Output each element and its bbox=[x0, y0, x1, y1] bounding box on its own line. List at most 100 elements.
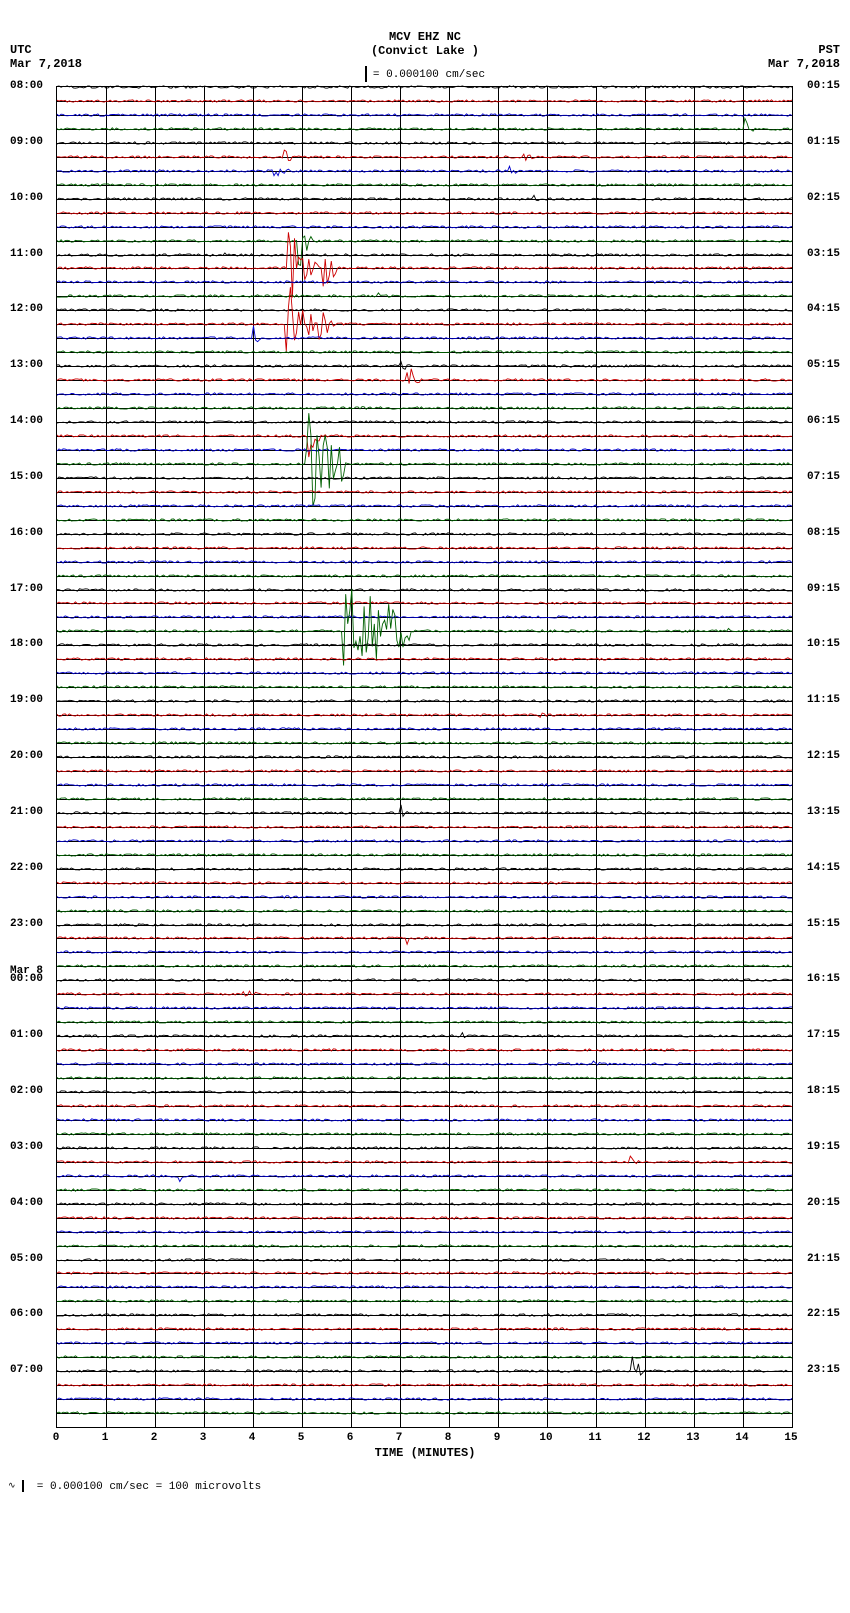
seismic-trace bbox=[57, 1218, 792, 1219]
utc-time-tick: 13:00 bbox=[10, 359, 43, 371]
pst-time-tick: 09:15 bbox=[807, 583, 840, 595]
seismic-trace bbox=[57, 338, 792, 339]
utc-time-tick: 12:00 bbox=[10, 303, 43, 315]
x-tick: 1 bbox=[102, 1432, 109, 1444]
seismic-trace bbox=[57, 743, 792, 744]
seismic-trace bbox=[57, 241, 792, 242]
x-tick: 15 bbox=[784, 1432, 797, 1444]
seismic-trace bbox=[57, 310, 792, 311]
seismic-trace bbox=[57, 115, 792, 116]
x-tick: 5 bbox=[298, 1432, 305, 1444]
seismic-trace bbox=[57, 925, 792, 926]
seismic-trace bbox=[57, 143, 792, 144]
seismic-trace bbox=[57, 506, 792, 507]
seismic-trace bbox=[57, 952, 792, 953]
seismic-trace bbox=[57, 464, 792, 465]
seismic-trace bbox=[57, 701, 792, 702]
x-tick: 9 bbox=[494, 1432, 501, 1444]
seismic-trace bbox=[57, 729, 792, 730]
seismic-trace bbox=[57, 980, 792, 981]
seismic-trace bbox=[57, 1064, 792, 1065]
pst-time-tick: 06:15 bbox=[807, 415, 840, 427]
seismic-trace bbox=[57, 799, 792, 800]
seismic-trace bbox=[57, 1385, 792, 1386]
pst-label: PST bbox=[818, 43, 840, 57]
seismic-trace bbox=[57, 617, 792, 618]
seismic-trace bbox=[57, 171, 792, 172]
seismic-trace bbox=[57, 324, 792, 325]
utc-date: Mar 7,2018 bbox=[10, 57, 82, 71]
utc-time-tick: 10:00 bbox=[10, 192, 43, 204]
x-tick: 13 bbox=[686, 1432, 699, 1444]
seismic-trace bbox=[57, 1315, 792, 1316]
scale-label: = 0.000100 cm/sec bbox=[0, 66, 850, 82]
seismic-trace bbox=[57, 129, 792, 130]
pst-time-tick: 13:15 bbox=[807, 806, 840, 818]
pst-time-tick: 03:15 bbox=[807, 248, 840, 260]
pst-time-tick: 05:15 bbox=[807, 359, 840, 371]
seismic-trace bbox=[57, 869, 792, 870]
pst-time-tick: 11:15 bbox=[807, 694, 840, 706]
seismic-trace bbox=[57, 1148, 792, 1149]
seismic-trace bbox=[57, 673, 792, 674]
seismic-trace bbox=[57, 520, 792, 521]
seismic-trace bbox=[57, 645, 792, 646]
utc-time-tick: 14:00 bbox=[10, 415, 43, 427]
x-tick: 10 bbox=[539, 1432, 552, 1444]
utc-time-tick: 23:00 bbox=[10, 918, 43, 930]
seismic-trace bbox=[57, 366, 792, 367]
seismic-trace bbox=[57, 185, 792, 186]
pst-time-tick: 10:15 bbox=[807, 638, 840, 650]
seismic-trace bbox=[57, 1329, 792, 1330]
seismic-trace bbox=[57, 1022, 792, 1023]
seismic-trace bbox=[57, 1371, 792, 1372]
x-tick: 12 bbox=[637, 1432, 650, 1444]
seismic-trace bbox=[57, 897, 792, 898]
seismic-trace bbox=[57, 492, 792, 493]
x-tick: 6 bbox=[347, 1432, 354, 1444]
seismic-trace bbox=[57, 1399, 792, 1400]
pst-time-tick: 18:15 bbox=[807, 1085, 840, 1097]
date-marker: Mar 8 bbox=[10, 965, 43, 977]
pst-date: Mar 7,2018 bbox=[768, 57, 840, 71]
station-title: MCV EHZ NC bbox=[0, 30, 850, 44]
seismic-trace bbox=[57, 1050, 792, 1051]
pst-time-tick: 02:15 bbox=[807, 192, 840, 204]
seismic-trace bbox=[57, 1260, 792, 1261]
seismic-trace bbox=[57, 576, 792, 577]
seismic-trace bbox=[57, 1301, 792, 1302]
seismogram-container: MCV EHZ NC (Convict Lake ) = 0.000100 cm… bbox=[0, 0, 850, 1613]
utc-time-tick: 20:00 bbox=[10, 750, 43, 762]
seismic-trace bbox=[57, 534, 792, 535]
scale-bar-icon bbox=[365, 66, 367, 82]
seismic-trace bbox=[57, 268, 792, 269]
pst-time-tick: 16:15 bbox=[807, 973, 840, 985]
seismic-trace bbox=[57, 408, 792, 409]
seismic-trace bbox=[57, 827, 792, 828]
scale-text: = 0.000100 cm/sec bbox=[373, 69, 485, 81]
seismic-trace bbox=[57, 1246, 792, 1247]
seismic-trace bbox=[57, 911, 792, 912]
scale-bar-icon bbox=[22, 1480, 24, 1492]
pst-time-tick: 17:15 bbox=[807, 1029, 840, 1041]
seismic-trace bbox=[57, 1176, 792, 1177]
pst-time-tick: 19:15 bbox=[807, 1141, 840, 1153]
utc-time-tick: 16:00 bbox=[10, 527, 43, 539]
utc-time-tick: 02:00 bbox=[10, 1085, 43, 1097]
seismic-trace bbox=[57, 296, 792, 297]
x-tick: 2 bbox=[151, 1432, 158, 1444]
seismic-trace bbox=[57, 562, 792, 563]
seismic-trace bbox=[57, 757, 792, 758]
seismic-trace bbox=[57, 590, 792, 591]
x-tick: 7 bbox=[396, 1432, 403, 1444]
seismic-trace bbox=[57, 1120, 792, 1121]
seismic-trace bbox=[57, 157, 792, 158]
pst-time-tick: 12:15 bbox=[807, 750, 840, 762]
seismic-trace bbox=[57, 450, 792, 451]
seismic-trace bbox=[57, 883, 792, 884]
seismic-trace bbox=[57, 1134, 792, 1135]
seismic-trace bbox=[57, 1008, 792, 1009]
station-subtitle: (Convict Lake ) bbox=[0, 44, 850, 58]
pst-time-tick: 14:15 bbox=[807, 862, 840, 874]
seismic-trace bbox=[57, 422, 792, 423]
